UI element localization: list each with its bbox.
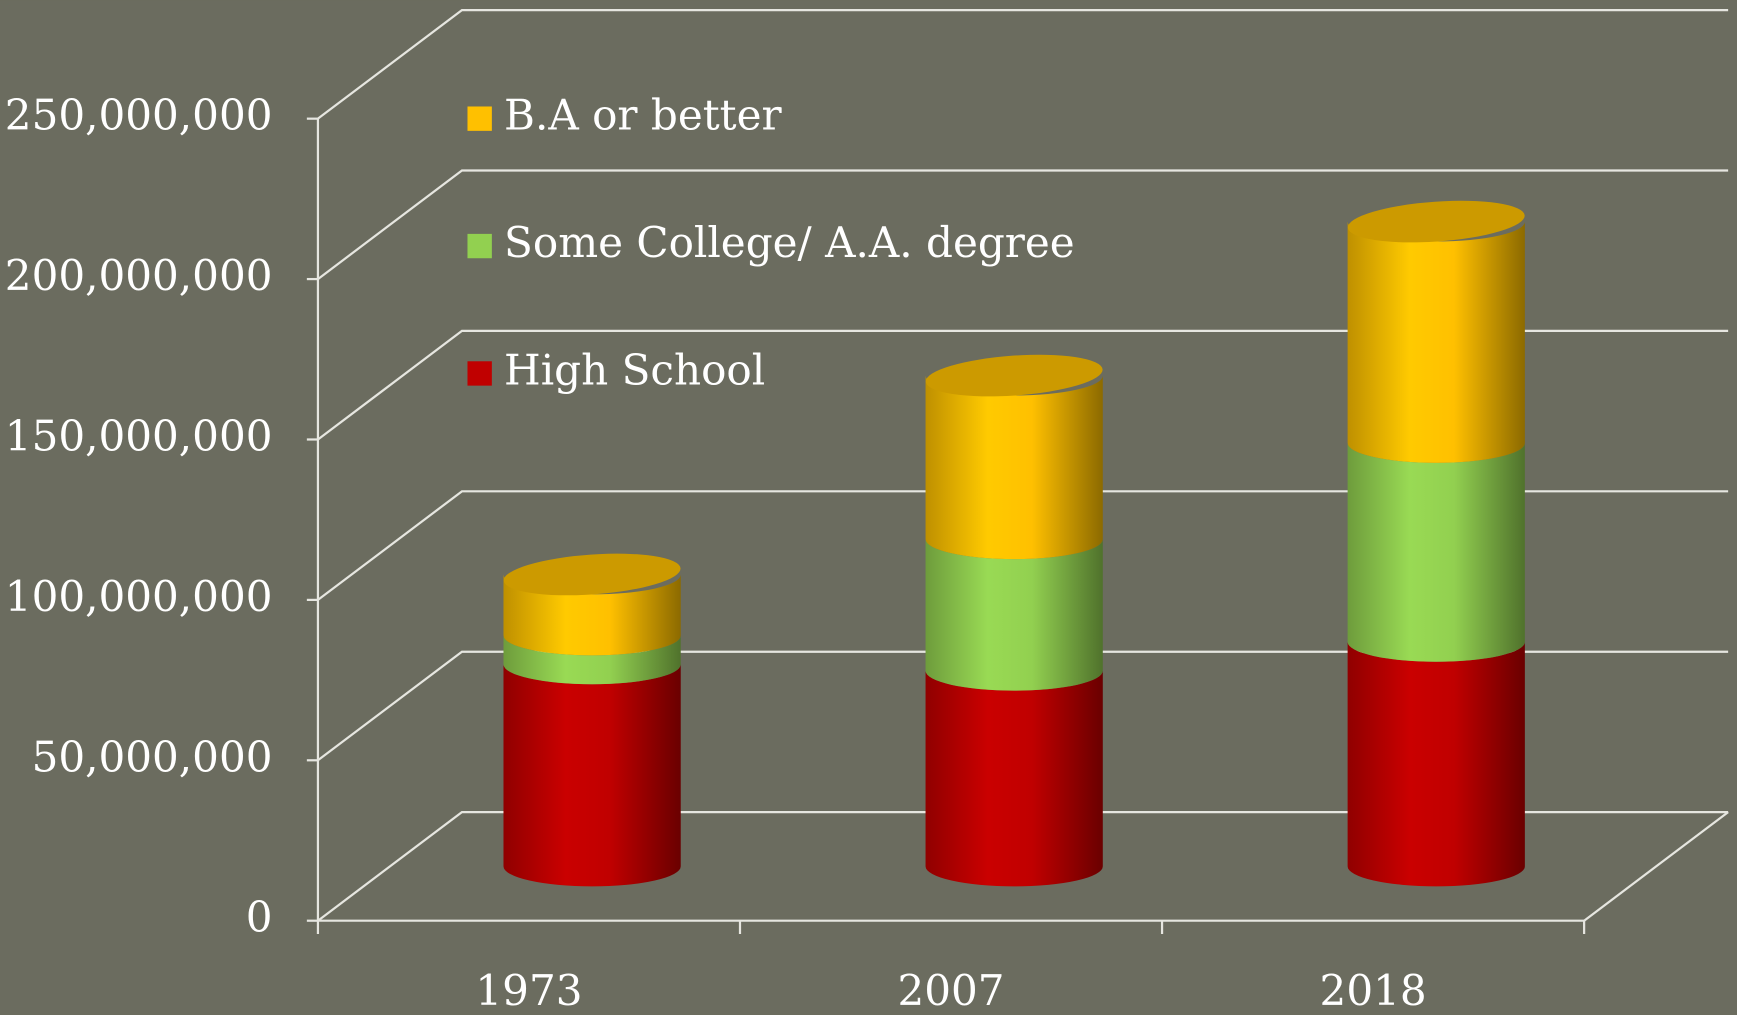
legend-label: Some College/ A.A. degree	[504, 218, 1075, 267]
bar-segment	[503, 635, 681, 685]
legend-swatch	[467, 233, 492, 259]
plot-walls	[316, 118, 1729, 922]
bar-segment	[1347, 221, 1525, 463]
y-tick-label: 50,000,000	[32, 732, 273, 781]
bar-cap	[1347, 200, 1525, 243]
y-tick-label: 250,000,000	[5, 91, 273, 140]
bar-segment	[925, 670, 1103, 887]
grid-line	[317, 811, 1729, 922]
x-tick-label: 1973	[475, 966, 582, 1015]
legend-swatch	[467, 106, 492, 131]
legend-label: B.A or better	[504, 91, 782, 140]
bar-segment	[1347, 641, 1525, 887]
y-tick-label: 150,000,000	[5, 411, 273, 460]
grid-line	[317, 169, 1729, 280]
bar-segment	[503, 664, 681, 887]
floor-edge	[1583, 811, 1729, 922]
grid-line	[317, 329, 1729, 441]
legend-swatch	[467, 361, 492, 386]
legend-label: High School	[504, 345, 765, 394]
grid-line	[317, 650, 1729, 762]
bar-cap	[503, 553, 681, 596]
x-tick-label: 2018	[1320, 966, 1427, 1015]
grid-line	[317, 490, 1729, 601]
bar-cap	[925, 354, 1103, 397]
y-tick-label: 200,000,000	[5, 251, 273, 300]
y-tick-label: 0	[246, 893, 273, 942]
bar-segment	[925, 375, 1103, 560]
bar-segment	[925, 539, 1103, 691]
bar-segment	[1347, 442, 1525, 662]
grid-line	[317, 8, 1729, 120]
y-tick-label: 100,000,000	[5, 572, 273, 621]
x-tick-label: 2007	[897, 966, 1004, 1015]
